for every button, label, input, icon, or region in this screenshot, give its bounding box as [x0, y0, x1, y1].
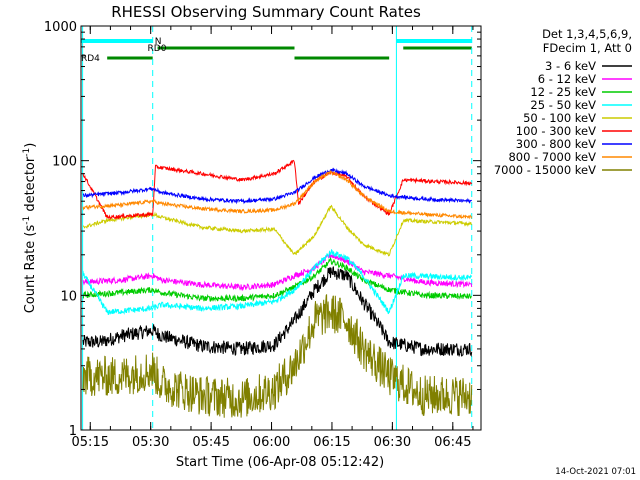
- series-line: [82, 266, 473, 358]
- series-line: [82, 167, 473, 205]
- series-line: [82, 159, 473, 221]
- plot-frame: [80, 25, 482, 431]
- rd4-flag-label: RD4: [81, 54, 100, 64]
- legend-entry-label: 25 - 50 keV: [530, 98, 596, 112]
- y-tick-label: 1000: [44, 20, 77, 35]
- y-tick-label: 1: [69, 424, 77, 439]
- legend-header-line-2: FDecim 1, Att 0: [543, 41, 632, 55]
- legend-entry-label: 12 - 25 keV: [530, 85, 596, 99]
- y-axis-label: Count Rate (s-1 detector-1): [22, 143, 38, 314]
- x-axis-label: Start Time (06-Apr-08 05:12:42): [176, 455, 384, 470]
- y-axis-label-sup2: -1: [22, 148, 32, 157]
- rd0-flag-label: RD0: [148, 44, 167, 54]
- legend-entry-label: 800 - 7000 keV: [508, 150, 596, 164]
- axes: 05:15 05:30 05:45 06:00 06:15 06:30 06:45 1 10 10…: [44, 20, 481, 450]
- legend-entry-label: 100 - 300 keV: [516, 124, 596, 138]
- series-line: [82, 294, 473, 418]
- legend-header-line-1: Det 1,3,4,5,6,9,: [542, 27, 632, 41]
- y-axis-label-sup: -1: [22, 216, 32, 225]
- legend-entry-label: 6 - 12 keV: [538, 72, 596, 86]
- x-tick-label: 06:15: [313, 435, 350, 450]
- x-tick-label: 05:15: [72, 435, 109, 450]
- chart-title: RHESSI Observing Summary Count Rates: [111, 3, 421, 21]
- y-axis-label-main: Count Rate (s: [23, 225, 38, 314]
- x-tick-label: 06:30: [374, 435, 411, 450]
- x-tick-label: 05:45: [192, 435, 229, 450]
- series-line: [82, 256, 472, 303]
- legend-entry-label: 3 - 6 keV: [545, 59, 596, 73]
- series-line: [82, 170, 473, 220]
- generation-timestamp: 14-Oct-2021 07:01: [555, 467, 636, 477]
- y-tick-label: 100: [52, 155, 77, 170]
- x-tick-label: 06:00: [253, 435, 290, 450]
- legend-entry-label: 50 - 100 keV: [523, 111, 596, 125]
- y-tick-label: 10: [60, 289, 77, 304]
- x-tick-label: 06:45: [434, 435, 471, 450]
- series-line: [82, 253, 473, 292]
- y-axis-label-tail: detector: [23, 156, 38, 216]
- legend-entry-label: 7000 - 15000 keV: [494, 163, 596, 177]
- legend-entry-label: 300 - 800 keV: [516, 137, 596, 151]
- n-flag-label: N: [155, 37, 162, 47]
- y-axis-label-close: ): [23, 143, 38, 148]
- series-layer: [82, 159, 473, 418]
- x-tick-label: 05:30: [132, 435, 169, 450]
- series-line: [82, 248, 473, 316]
